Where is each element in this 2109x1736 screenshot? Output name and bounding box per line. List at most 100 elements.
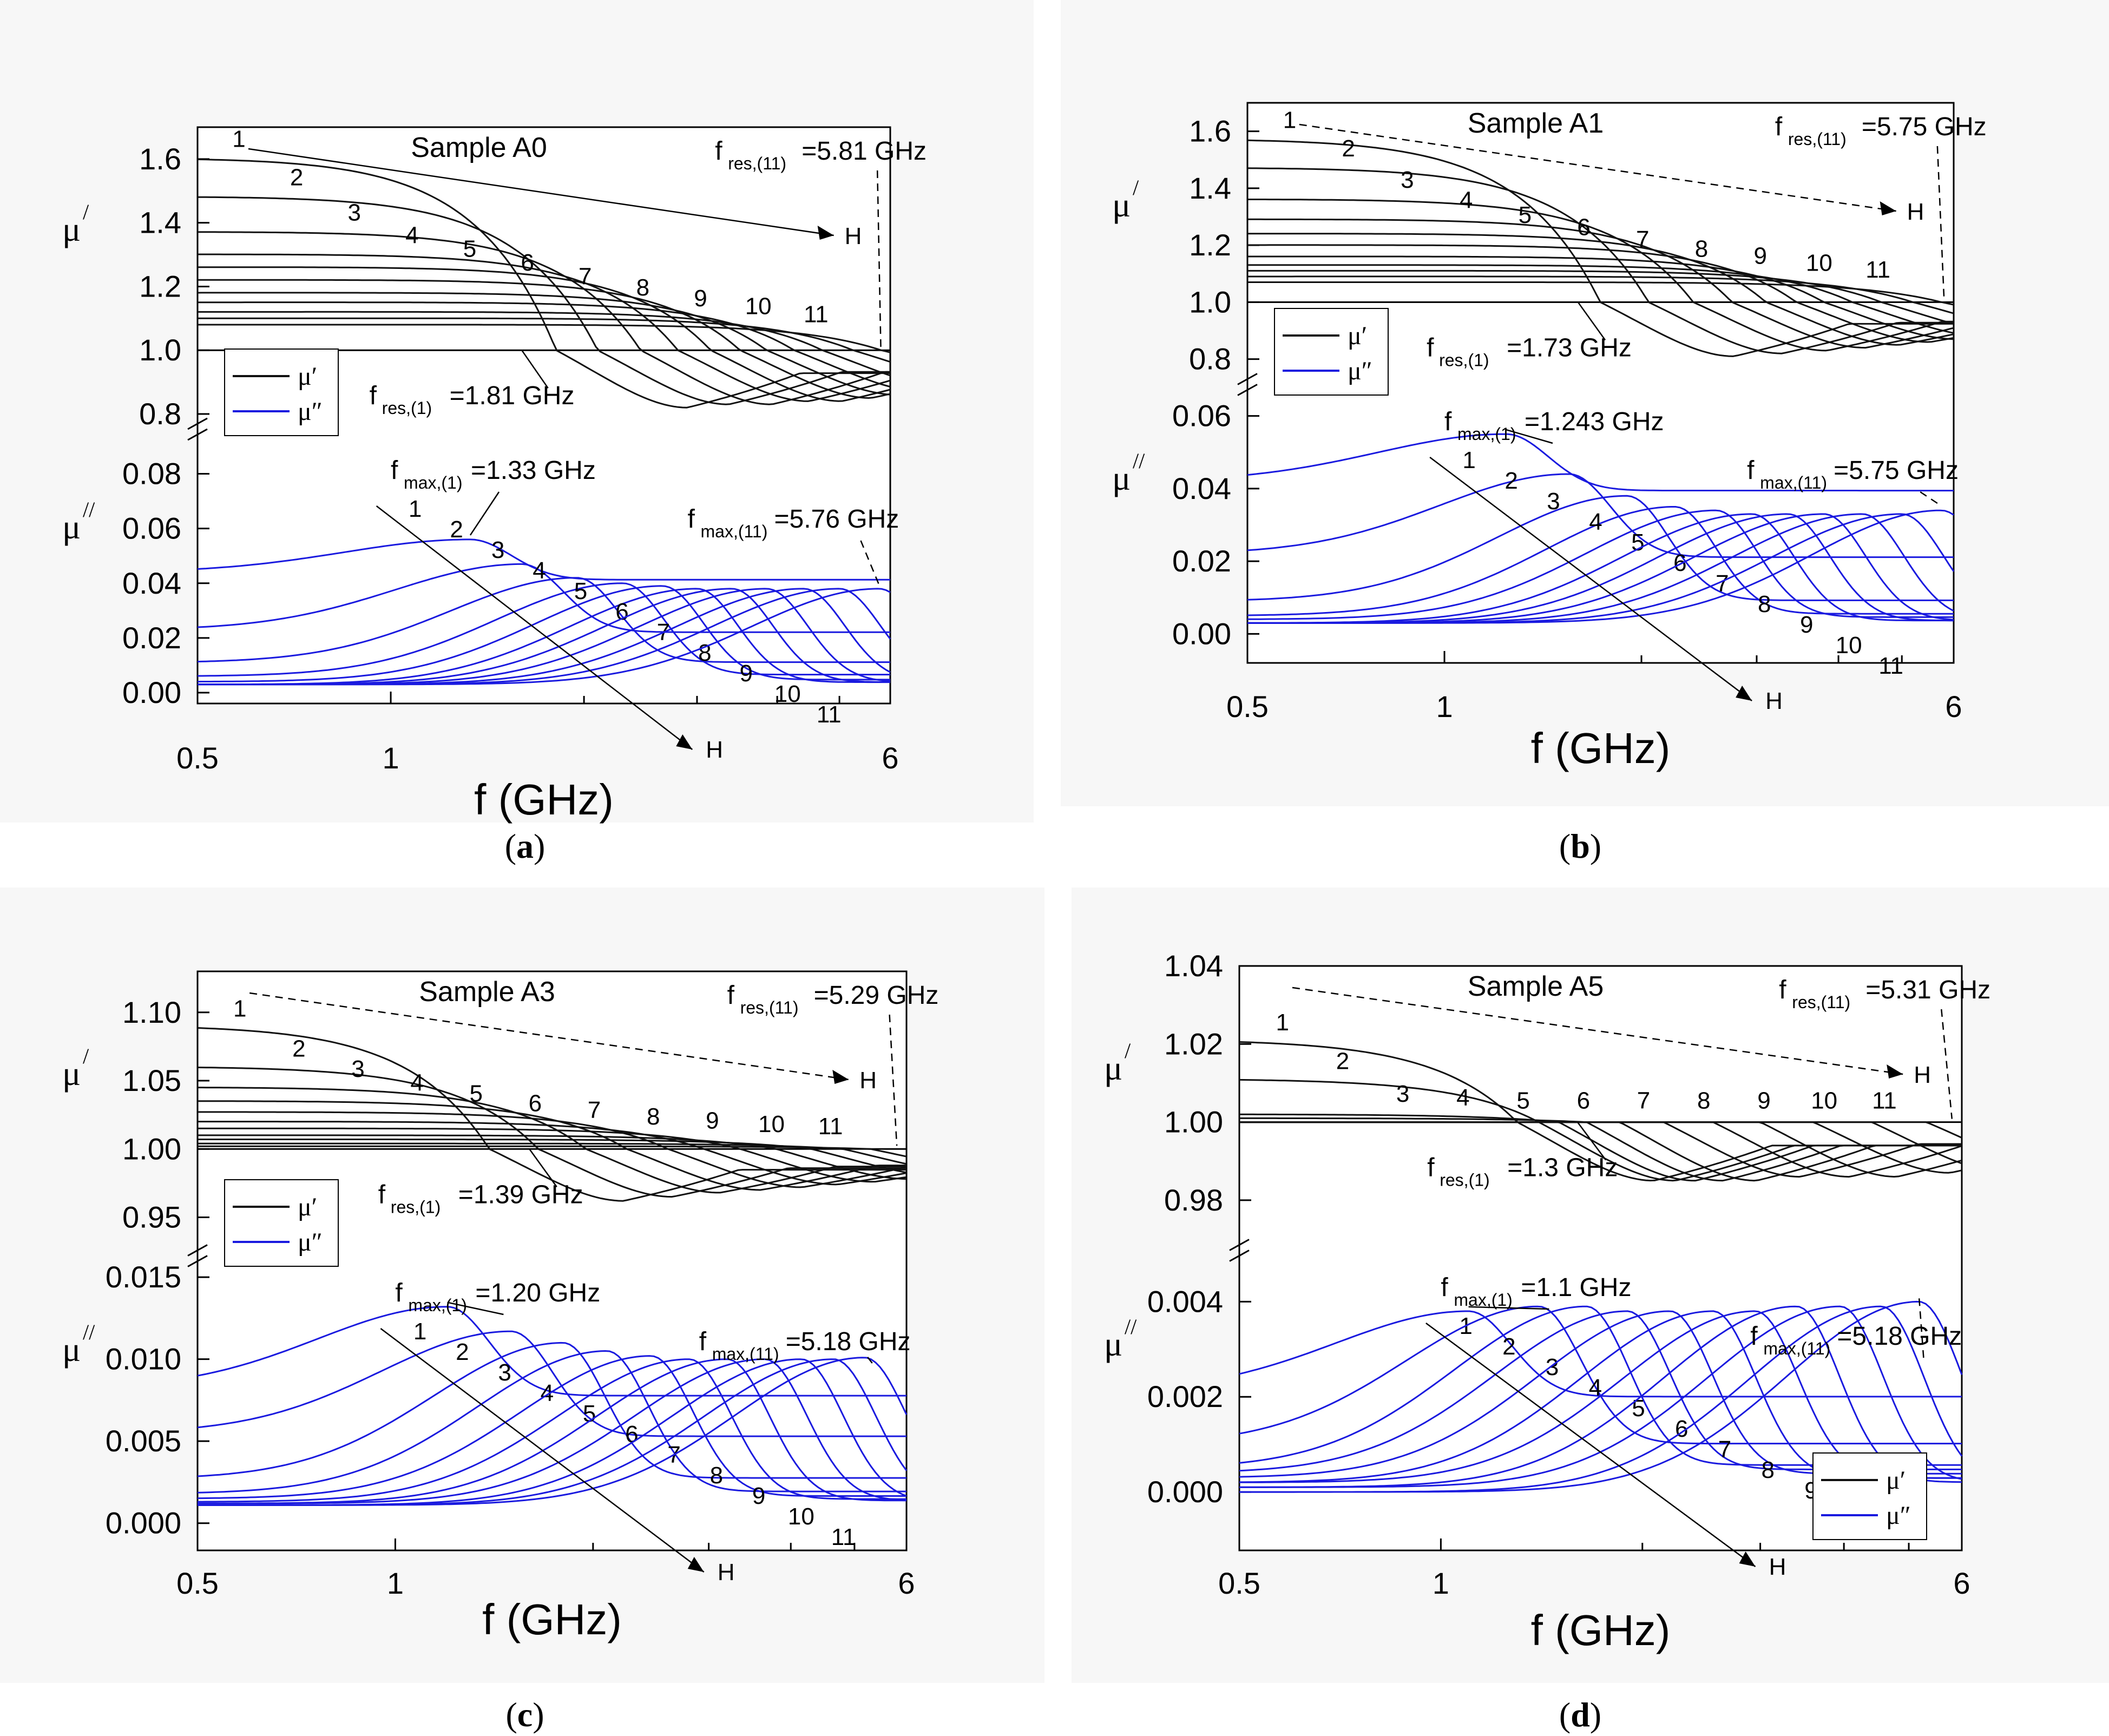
y-tick-label-imag: 0.06 [1172,399,1231,433]
x-tick-label: 0.5 [176,1566,219,1600]
series-number-label: 6 [1577,214,1590,240]
field-arrow-head-imag [1739,1551,1756,1567]
fres-last-subscript: res,(11) [728,154,786,173]
y-tick-label-real: 1.4 [1189,171,1231,205]
fres-first-subscript: res,(1) [382,398,432,418]
fres-last-subscript: res,(11) [1792,992,1850,1012]
caption-paren-close: ) [533,1695,544,1734]
fres-last-annotation: f [1775,113,1783,141]
fres-first-annotation: f [1427,333,1434,362]
y-tick-label-real: 1.2 [1189,228,1231,262]
fres-first-value: =1.3 GHz [1507,1154,1618,1182]
field-arrow-line-imag [376,505,693,750]
y-tick-label-real: 0.8 [1189,342,1231,376]
series-number-label: 10 [1811,1088,1837,1114]
x-axis-label: f (GHz) [1531,724,1671,772]
series-number-label: 3 [491,537,504,563]
series-number-label: 8 [647,1103,660,1130]
fres-last-pointer [1941,1009,1953,1119]
field-arrow-head [832,1070,849,1084]
y-tick-label-real: 1.02 [1164,1027,1223,1061]
series-number-label: 3 [1546,1354,1559,1380]
fmax-last-annotation: f [1747,456,1755,485]
mu-real-series-9 [198,311,891,377]
fmax-last-value: =5.75 GHz [1834,456,1959,485]
y-axis-label-imag: μ [1112,459,1131,497]
y-axis-label-real: μ [62,1054,81,1093]
legend-imag-label: μ″ [298,397,323,426]
mu-imag-series-11 [198,1357,908,1506]
caption-paren-open: ( [1559,827,1571,865]
series-number-label: 9 [1800,611,1813,638]
mu-real-series-11 [198,1145,907,1158]
series-number-label: 2 [1502,1333,1515,1360]
mu-real-series-4 [1239,1117,1962,1182]
mu-imag-series-11 [198,588,891,686]
y-axis-label-imag-prime: // [83,1320,95,1344]
field-arrow-head-imag [1736,686,1752,701]
caption-paren-open: ( [505,827,516,865]
x-tick-label: 0.5 [1218,1566,1260,1600]
series-number-label: 10 [758,1111,785,1137]
panel-caption: (b) [1559,827,1601,865]
y-tick-label-imag: 0.000 [1147,1475,1223,1509]
x-tick-label: 1 [382,741,399,775]
fmax-first-annotation: f [1444,407,1452,436]
y-tick-label-real: 1.0 [1189,285,1231,319]
series-number-label: 4 [1589,509,1602,535]
series-number-label: 1 [413,1318,426,1345]
fres-first-annotation: f [370,382,377,410]
y-tick-label-imag: 0.06 [122,511,181,545]
fres-first-pointer [1576,1121,1607,1161]
mu-real-series-3 [1247,199,1954,352]
mu-real-series-7 [197,292,891,396]
fmax-first-pointer [469,491,500,536]
fmax-last-annotation: f [687,505,695,534]
fres-last-subscript: res,(11) [1788,129,1847,149]
series-number-label: 7 [1637,1088,1650,1114]
series-number-label: 11 [1878,653,1903,679]
series-number-label: 1 [1462,447,1475,474]
sample-title: Sample A1 [1468,108,1604,139]
mu-imag-series-3 [197,1342,906,1479]
series-number-label: 11 [1865,257,1890,283]
series-number-label: 11 [817,701,842,728]
caption-paren-open: ( [1559,1695,1571,1734]
fres-last-value: =5.81 GHz [801,137,927,166]
series-number-label: 8 [1695,236,1708,262]
fres-last-pointer [889,1014,898,1146]
field-arrow-label: H [845,223,862,249]
series-number-label: 6 [521,249,534,276]
x-tick-label: 1 [387,1566,404,1600]
x-tick-label: 1 [1433,1566,1449,1600]
mu-real-series-11 [198,324,891,353]
series-number-label: 3 [1547,488,1560,515]
series-number-label: 10 [1806,249,1832,276]
field-arrow-label: H [1914,1062,1931,1088]
series-number-label: 5 [1516,1088,1529,1114]
legend-box [224,348,339,436]
field-arrow-head [817,226,834,240]
caption-paren-close: ) [1590,1695,1601,1734]
axis-break-mark [1229,1239,1250,1251]
fmax-first-subscript: max,(1) [404,473,462,492]
series-number-label: 10 [788,1503,814,1530]
series-number-label: 1 [1283,107,1296,133]
mu-real-series-10 [198,317,891,363]
field-arrow-line [1292,987,1903,1075]
x-tick-label: 1 [1436,689,1453,724]
series-number-label: 4 [410,1069,423,1096]
mu-real-series-1 [1247,139,1954,357]
series-number-label: 1 [232,126,245,153]
y-tick-label-real: 1.05 [122,1063,181,1097]
field-arrow-label-imag: H [706,737,723,763]
fres-first-annotation: f [378,1180,386,1209]
series-number-label: 10 [774,681,801,707]
y-tick-label-imag: 0.04 [122,566,181,600]
fres-first-subscript: res,(1) [1439,350,1489,370]
caption-paren-close: ) [534,827,545,865]
fmax-last-value: =5.76 GHz [774,505,899,534]
mu-real-series-10 [1247,275,1954,314]
mu-real-series-5 [198,266,891,402]
series-number-label: 9 [694,285,707,312]
